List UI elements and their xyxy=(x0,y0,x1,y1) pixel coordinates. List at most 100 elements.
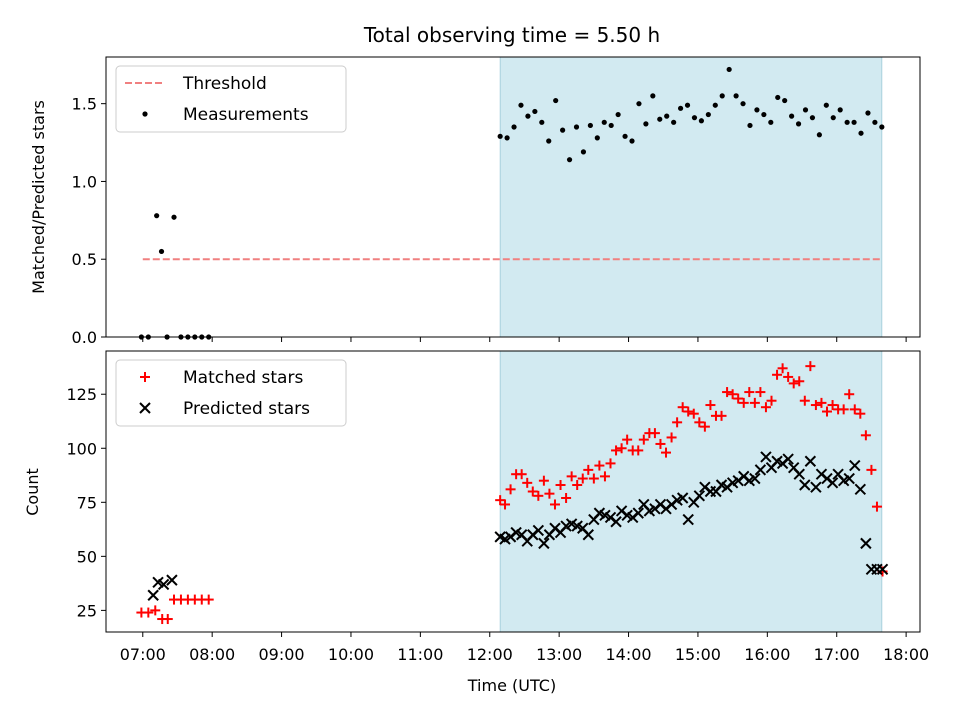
x-tick-label: 13:00 xyxy=(536,645,582,664)
observing-span-shade xyxy=(499,350,883,633)
matched-stars-point xyxy=(860,430,871,441)
measurement-point xyxy=(553,97,559,104)
matched-stars-point xyxy=(766,395,777,406)
predicted-stars-point xyxy=(843,472,855,485)
matched-stars-point xyxy=(577,473,588,484)
predicted-stars-point-b xyxy=(610,516,622,528)
predicted-stars-point-b xyxy=(799,479,811,491)
matched-stars-point xyxy=(805,361,816,372)
predicted-stars-point-b xyxy=(787,462,800,474)
predicted-stars-point xyxy=(754,464,767,476)
x-tick-label: 16:00 xyxy=(744,645,790,664)
matched-stars-point xyxy=(672,417,683,428)
measurement-point xyxy=(671,119,677,125)
measurement-point xyxy=(504,135,510,141)
matched-stars-point xyxy=(505,484,516,495)
matched-stars-point xyxy=(716,410,727,421)
matched-stars-point xyxy=(522,477,533,488)
matched-stars-point xyxy=(749,397,760,408)
predicted-stars-point-b xyxy=(538,537,550,550)
measurement-point xyxy=(573,124,580,130)
predicted-stars-point-b xyxy=(571,520,583,532)
matched-stars-point xyxy=(527,486,538,497)
legend-box xyxy=(115,359,347,427)
measurement-point xyxy=(768,119,774,125)
measurement-point xyxy=(677,105,684,111)
measurement-point xyxy=(594,135,600,141)
observing-span-shade xyxy=(499,56,883,338)
matched-stars-point xyxy=(203,594,214,605)
measurement-point xyxy=(587,122,593,129)
matched-stars-point xyxy=(827,400,838,411)
predicted-stars-point-b xyxy=(715,479,728,491)
measurement-point xyxy=(761,111,767,118)
predicted-stars-point xyxy=(826,477,839,489)
measurement-point xyxy=(518,102,524,108)
predicted-stars-point xyxy=(849,459,861,472)
matched-stars-point xyxy=(150,605,161,616)
y-tick-label: 100 xyxy=(66,439,97,458)
measurement-point xyxy=(580,149,587,155)
measurement-point xyxy=(158,248,165,255)
predicted-stars-point xyxy=(799,479,811,491)
matched-stars-point xyxy=(583,464,594,475)
predicted-stars-point-b xyxy=(157,578,170,591)
legend-box xyxy=(115,65,347,133)
measurement-point xyxy=(154,213,160,219)
predicted-stars-point-b xyxy=(843,472,855,485)
predicted-stars-point-b xyxy=(854,483,867,496)
matched-stars-point xyxy=(555,480,566,491)
matched-stars-point xyxy=(822,406,833,417)
predicted-stars-point xyxy=(166,574,178,586)
matched-stars-point xyxy=(599,471,610,482)
predicted-stars-point xyxy=(693,490,706,502)
x-tick-label: 07:00 xyxy=(120,645,166,664)
matched-stars-point xyxy=(855,408,866,419)
x-axis-label: Time (UTC) xyxy=(467,676,556,695)
predicted-stars-point-b xyxy=(826,477,839,489)
matched-stars-point xyxy=(622,434,633,445)
predicted-stars-point-b xyxy=(832,468,844,480)
matched-stars-point xyxy=(844,389,855,400)
matched-stars-point xyxy=(544,488,555,499)
matched-stars-point xyxy=(500,499,511,510)
x-tick-label: 14:00 xyxy=(605,645,651,664)
chart-title: Total observing time = 5.50 h xyxy=(363,23,660,47)
predicted-stars-point-b xyxy=(682,513,694,526)
matched-stars-point xyxy=(871,501,882,512)
measurement-point xyxy=(705,111,711,118)
predicted-stars-point xyxy=(682,513,694,526)
y-tick-label: 125 xyxy=(66,385,97,404)
measurement-point xyxy=(851,119,857,125)
predicted-stars-point-b xyxy=(782,453,794,465)
legend-predicted-swatch xyxy=(139,402,151,414)
matched-stars-point xyxy=(755,387,766,398)
matched-stars-point xyxy=(810,400,821,411)
x-tick-label: 11:00 xyxy=(397,645,443,664)
measurement-point xyxy=(816,132,822,138)
predicted-stars-point xyxy=(610,516,622,528)
bottom-panel: 25 50 75 100 125 07:00 08:00 09:00 10:00 11:00 12:… xyxy=(66,350,929,664)
bottom-y-axis-label: Count xyxy=(23,468,42,516)
measurement-point xyxy=(837,107,843,113)
predicted-stars-point xyxy=(854,483,867,496)
matched-stars-point xyxy=(655,438,666,449)
predicted-stars-point xyxy=(876,563,889,576)
predicted-stars-point xyxy=(538,537,550,550)
measurement-point xyxy=(775,94,781,101)
predicted-stars-point xyxy=(810,481,822,493)
measurement-point xyxy=(740,101,746,107)
measurement-point xyxy=(726,66,732,73)
measurement-point xyxy=(747,122,753,129)
measurement-point xyxy=(858,130,864,136)
predicted-stars-point xyxy=(782,453,794,465)
y-tick-label: 1.5 xyxy=(72,95,97,114)
measurement-point xyxy=(643,121,649,127)
measurement-point xyxy=(546,138,552,144)
predicted-stars-point-b xyxy=(771,455,783,467)
matched-stars-point xyxy=(683,406,694,417)
y-tick-label: 25 xyxy=(77,601,97,620)
matched-stars-point xyxy=(143,607,154,618)
measurement-point xyxy=(622,133,628,139)
